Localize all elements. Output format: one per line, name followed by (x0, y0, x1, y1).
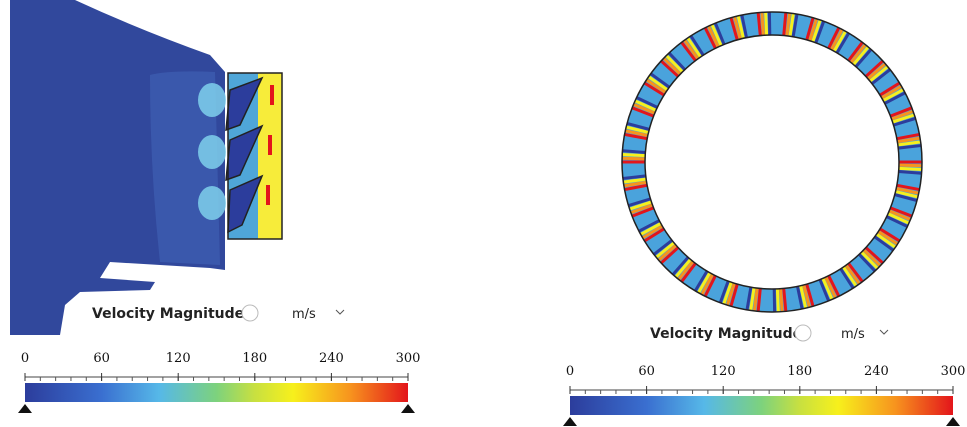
legend-title: Velocity Magnitude (650, 326, 802, 342)
ring-stripe (899, 168, 922, 169)
dropdown-arrow (336, 310, 344, 314)
legend-menu-button[interactable] (795, 325, 811, 341)
ring-stripe (622, 158, 645, 159)
ring-stripe (758, 13, 760, 36)
tick-label: 240 (319, 351, 344, 366)
ring-stripe (762, 12, 764, 35)
ring-stripe (758, 288, 760, 311)
dropdown-arrow (880, 330, 888, 334)
screenshot: Velocity Magnitude m/s 0 60 120 180 240 300 V… (0, 0, 967, 427)
colorbar: 0 60 120 180 240 300 (563, 364, 965, 426)
tick-label: 60 (93, 351, 110, 366)
tick-label: 300 (941, 364, 966, 379)
legend-right: Velocity Magnitude m/s 0 60 120 180 240 300 (563, 325, 965, 426)
tick-label: 300 (396, 351, 421, 366)
ring-stripe (622, 151, 645, 153)
unit-dropdown[interactable]: m/s (292, 307, 316, 322)
tick-label: 240 (864, 364, 889, 379)
tick-label: 180 (787, 364, 812, 379)
range-handle-max[interactable] (401, 404, 415, 413)
tick-label: 0 (566, 364, 574, 379)
legend-left: Velocity Magnitude m/s 0 60 120 180 240 300 (18, 305, 420, 413)
tick-label: 180 (242, 351, 267, 366)
flow-field-left (10, 0, 282, 335)
tick-label: 120 (166, 351, 191, 366)
range-handle-max[interactable] (946, 417, 960, 426)
ring-stripe (622, 155, 645, 156)
flow-field-ring (622, 12, 922, 312)
ring-stripe (899, 165, 922, 166)
colorbar: 0 60 120 180 240 300 (18, 351, 420, 413)
legend-menu-button[interactable] (242, 305, 258, 321)
unit-dropdown[interactable]: m/s (841, 327, 865, 342)
range-handle-min[interactable] (563, 417, 577, 426)
legend-title: Velocity Magnitude (92, 306, 244, 322)
tick-label: 60 (638, 364, 655, 379)
ring-stripe (766, 12, 767, 35)
range-handle-min[interactable] (18, 404, 32, 413)
ring-stripe (781, 289, 783, 312)
color-scale (25, 383, 408, 402)
tick-label: 120 (711, 364, 736, 379)
ring-stripe (899, 172, 922, 174)
tick-label: 0 (21, 351, 29, 366)
ring-stripe (784, 13, 786, 36)
ring-stripe (784, 288, 786, 311)
color-scale (570, 396, 953, 415)
ring-stripe (777, 289, 778, 312)
